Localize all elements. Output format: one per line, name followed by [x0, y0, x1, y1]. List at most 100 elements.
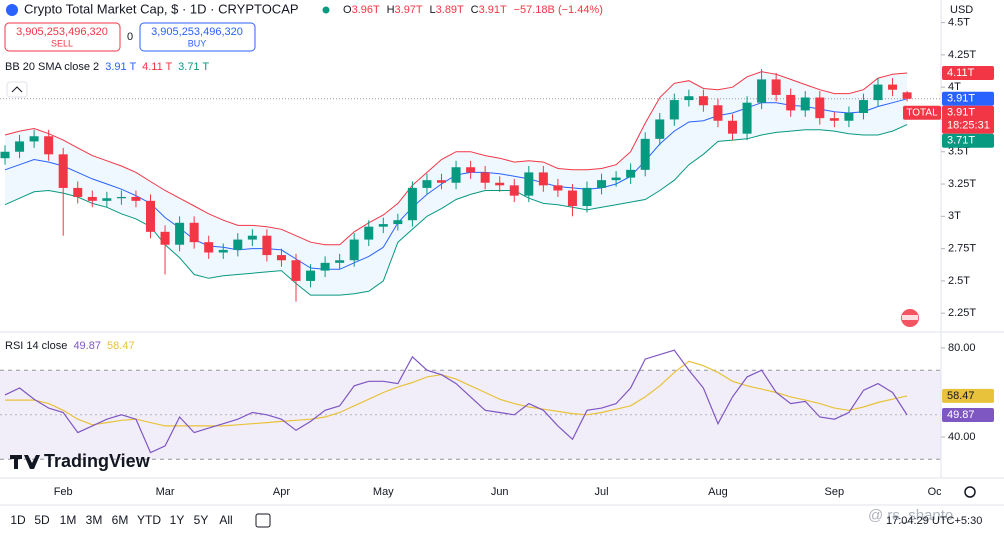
candle-body [364, 226, 374, 240]
candle-body [626, 169, 636, 178]
candle-body [509, 185, 519, 196]
x-tick-label: Sep [825, 486, 845, 498]
rsi-line [4, 349, 908, 454]
candle-body [306, 270, 316, 281]
timeframe-button[interactable]: 5Y [194, 513, 209, 527]
legend-value: 58.47 [107, 340, 135, 352]
timeframe-button[interactable]: 1Y [170, 513, 185, 527]
clock: 17:04:29 UTC+5:30 [886, 515, 982, 527]
sell-label: SELL [51, 38, 73, 48]
rsi-line [5, 360, 908, 427]
ohlc-value: 3.96T [352, 4, 380, 16]
candle-body [480, 172, 490, 183]
ohlc-key: C [471, 4, 479, 16]
candle-body [815, 97, 825, 119]
timeframe-button[interactable]: 3M [86, 513, 103, 527]
range-icon[interactable] [255, 513, 271, 528]
chart-title: Crypto Total Market Cap, $ · 1D · CRYPTO… [24, 1, 299, 16]
x-tick-label: Jul [595, 486, 609, 498]
candle-body [786, 94, 796, 111]
ohlc-key: L [430, 4, 436, 16]
symbol-badge [903, 105, 941, 120]
timeframe-button[interactable]: YTD [137, 513, 161, 527]
candle-body [15, 141, 25, 152]
buy-button[interactable] [139, 22, 256, 52]
currency: USD [950, 4, 973, 16]
candle-body [58, 154, 68, 188]
change: −57.18B (−1.44%) [514, 4, 603, 16]
price-badge-label: 3.91T [947, 107, 975, 119]
legend-value: 49.87 [73, 340, 101, 352]
candle-body [902, 92, 912, 99]
candle-body [291, 260, 301, 281]
candle-body [742, 102, 752, 134]
timeframe-button[interactable]: 6M [112, 513, 129, 527]
candle-body [567, 190, 577, 206]
candle-body [218, 249, 228, 253]
y-tick-label: 80.00 [948, 342, 976, 354]
candle-body [771, 79, 781, 95]
candle-body [829, 118, 839, 121]
ohlc-key: H [387, 4, 395, 16]
buy-price: 3,905,253,496,320 [151, 26, 243, 38]
candle-body [102, 198, 112, 201]
price-badge-label: 18:25:31 [947, 120, 990, 132]
candle-body [320, 262, 330, 271]
candle-body [757, 79, 767, 103]
ohlc-key: O [343, 4, 352, 16]
sell-button[interactable] [4, 22, 121, 52]
candle-body [29, 136, 39, 142]
credit-watermark: @ rs_shanto [868, 507, 953, 524]
bb-legend: BB 20 SMA close 2 3.91 T 4.11 T 3.71 T [5, 61, 209, 73]
timeframe-button[interactable]: 1M [60, 513, 77, 527]
y-tick-label: 2.25T [948, 307, 976, 319]
candle-body [800, 97, 810, 111]
market-status [322, 6, 330, 14]
candle-body [146, 200, 155, 232]
candle-body [640, 138, 650, 170]
collapse-button[interactable] [6, 81, 28, 98]
y-tick-label: 2.75T [948, 243, 976, 255]
candle-body [247, 235, 257, 240]
y-tick-label: 4T [948, 81, 961, 93]
candle-body [131, 196, 141, 201]
candle-body [44, 136, 54, 155]
candle-body [669, 100, 679, 120]
ohlc-value: 3.89T [436, 4, 464, 16]
candle-body [0, 151, 10, 159]
legend-value: 3.71 T [178, 61, 209, 73]
price-badge-label: 3.91T [947, 93, 975, 105]
price-badge [942, 65, 994, 80]
candle-body [422, 180, 432, 188]
candle-body [844, 113, 854, 121]
rsi-badge [942, 388, 994, 403]
settings-icon[interactable] [964, 486, 976, 498]
candle-body [335, 260, 345, 263]
price-badge [942, 133, 994, 148]
buy-label: BUY [188, 38, 207, 48]
timeframe-bar: 1D 5D 1M 3M 6M YTD 1Y 5Y All [10, 513, 232, 527]
y-tick-label: 3.25T [948, 178, 976, 190]
timeframe-button[interactable]: 5D [34, 513, 50, 527]
y-tick-label: 3.5T [948, 146, 970, 158]
symbol-icon [6, 4, 18, 16]
logo-mark [10, 455, 40, 469]
candle-body [189, 222, 199, 243]
candle-body [538, 172, 548, 186]
candle-body [276, 255, 286, 261]
candle-body [597, 180, 607, 188]
bb-line [4, 71, 908, 246]
x-tick-label: Jun [491, 486, 509, 498]
candle-body [524, 172, 534, 196]
y-tick-label: 2.5T [948, 275, 970, 287]
timeframe-button[interactable]: 1D [10, 513, 26, 527]
y-tick-label: 3T [948, 210, 961, 222]
candle-body [684, 96, 694, 101]
bb-line [4, 124, 908, 296]
candle-body [437, 180, 446, 183]
candle-body [728, 120, 737, 134]
candle-body [451, 167, 461, 183]
timeframe-button[interactable]: All [219, 513, 232, 527]
